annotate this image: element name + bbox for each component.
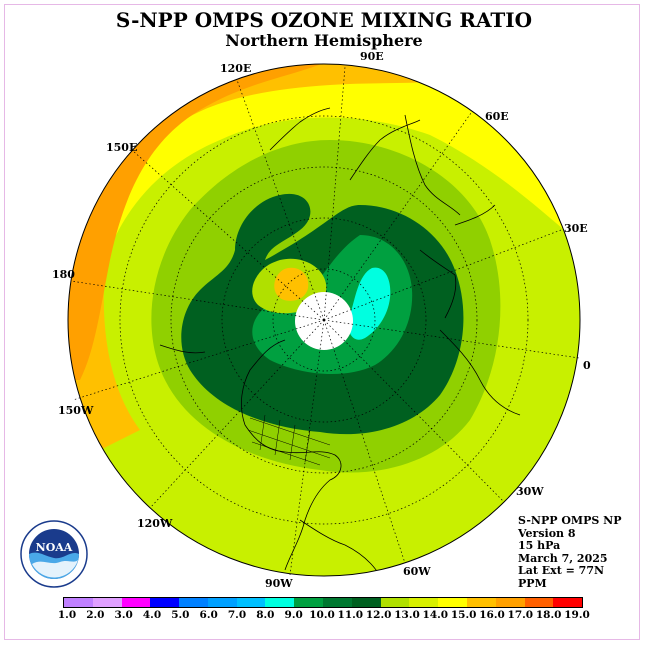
colorbar-swatch (265, 598, 295, 607)
colorbar-tick-label: 7.0 (227, 609, 247, 621)
logo-text: NOAA (36, 541, 73, 554)
colorbar-tick-label: 11.0 (337, 609, 364, 621)
colorbar-swatch (466, 598, 496, 607)
colorbar-swatch (380, 598, 410, 607)
lon-label-120e: 120E (220, 62, 252, 75)
colorbar-tick-label: 16.0 (479, 609, 505, 621)
colorbar-tick-label: 8.0 (256, 609, 275, 621)
colorbar-tick-label: 1.0 (57, 609, 77, 621)
map-boundary (67, 63, 581, 577)
lon-label-30e: 30E (564, 222, 588, 235)
units-label: PPM (518, 576, 547, 590)
colorbar-swatch (207, 598, 237, 607)
map-subtitle: Northern Hemisphere (225, 31, 423, 50)
colorbar-tick-label: 3.0 (114, 609, 133, 621)
lat-extent-label: Lat Ext = 77N (518, 564, 605, 578)
coastlines (159, 107, 521, 576)
colorbar-tick-label: 18.0 (535, 609, 562, 621)
colorbar-tick-label: 13.0 (394, 609, 420, 621)
state-boundaries (247, 414, 331, 466)
colorbar-swatch (236, 598, 266, 607)
graticule (70, 66, 580, 576)
colorbar-swatch (553, 598, 583, 607)
lon-label-150e: 150E (106, 141, 138, 154)
colorbar-swatch (92, 598, 122, 607)
field-orange-blob (274, 267, 309, 301)
colorbar-swatch (323, 598, 352, 607)
colorbar (63, 597, 583, 608)
colorbar-swatch (150, 598, 180, 607)
colorbar-tick-label: 2.0 (86, 609, 105, 621)
colorbar-tick-label: 17.0 (507, 609, 534, 621)
lon-label-90e: 90E (360, 50, 384, 63)
pressure-level-label: 15 hPa (518, 539, 561, 553)
lon-label-60e: 60E (485, 110, 509, 123)
metadata-block: S-NPP OMPS NP Version 8 15 hPa March 7, … (518, 514, 622, 591)
colorbar-swatch (524, 598, 554, 607)
lon-label-180: 180 (52, 268, 75, 281)
colorbar-tick-label: 5.0 (171, 609, 190, 621)
version-label: Version 8 (518, 526, 576, 540)
colorbar-tick-label: 6.0 (199, 609, 218, 621)
colorbar-swatch (121, 598, 151, 607)
colorbar-swatch (294, 598, 324, 607)
lon-label-60w: 60W (403, 565, 431, 578)
lon-label-0: 0 (583, 359, 591, 372)
instrument-label: S-NPP OMPS NP (518, 514, 622, 527)
lon-label-90w: 90W (265, 577, 293, 590)
lon-label-120w: 120W (137, 517, 173, 530)
colorbar-swatch (438, 598, 467, 607)
colorbar-tick-label: 12.0 (365, 609, 392, 621)
colorbar-swatch (179, 598, 208, 607)
colorbar-ticks: 1.0 2.0 3.0 4.0 5.0 6.0 7.0 8.0 9.0 10.0 11.0 12.0 1… (0, 609, 648, 623)
figure-border (4, 4, 640, 640)
lon-label-30w: 30W (516, 485, 544, 498)
noaa-logo: NOAA (20, 520, 88, 588)
lon-label-150w: 150W (58, 404, 94, 417)
colorbar-tick-label: 19.0 (564, 609, 590, 621)
map-title: S-NPP OMPS OZONE MIXING RATIO (115, 8, 533, 32)
colorbar-tick-label: 10.0 (309, 609, 335, 621)
date-label: March 7, 2025 (518, 551, 608, 565)
field-8-9 (348, 267, 391, 340)
colorbar-swatch (64, 598, 93, 607)
colorbar-swatch (409, 598, 439, 607)
colorbar-tick-label: 14.0 (422, 609, 449, 621)
colorbar-tick-label: 4.0 (142, 609, 162, 621)
colorbar-swatch (351, 598, 381, 607)
colorbar-tick-label: 15.0 (450, 609, 477, 621)
colorbar-tick-label: 9.0 (284, 609, 303, 621)
colorbar-swatch (495, 598, 525, 607)
